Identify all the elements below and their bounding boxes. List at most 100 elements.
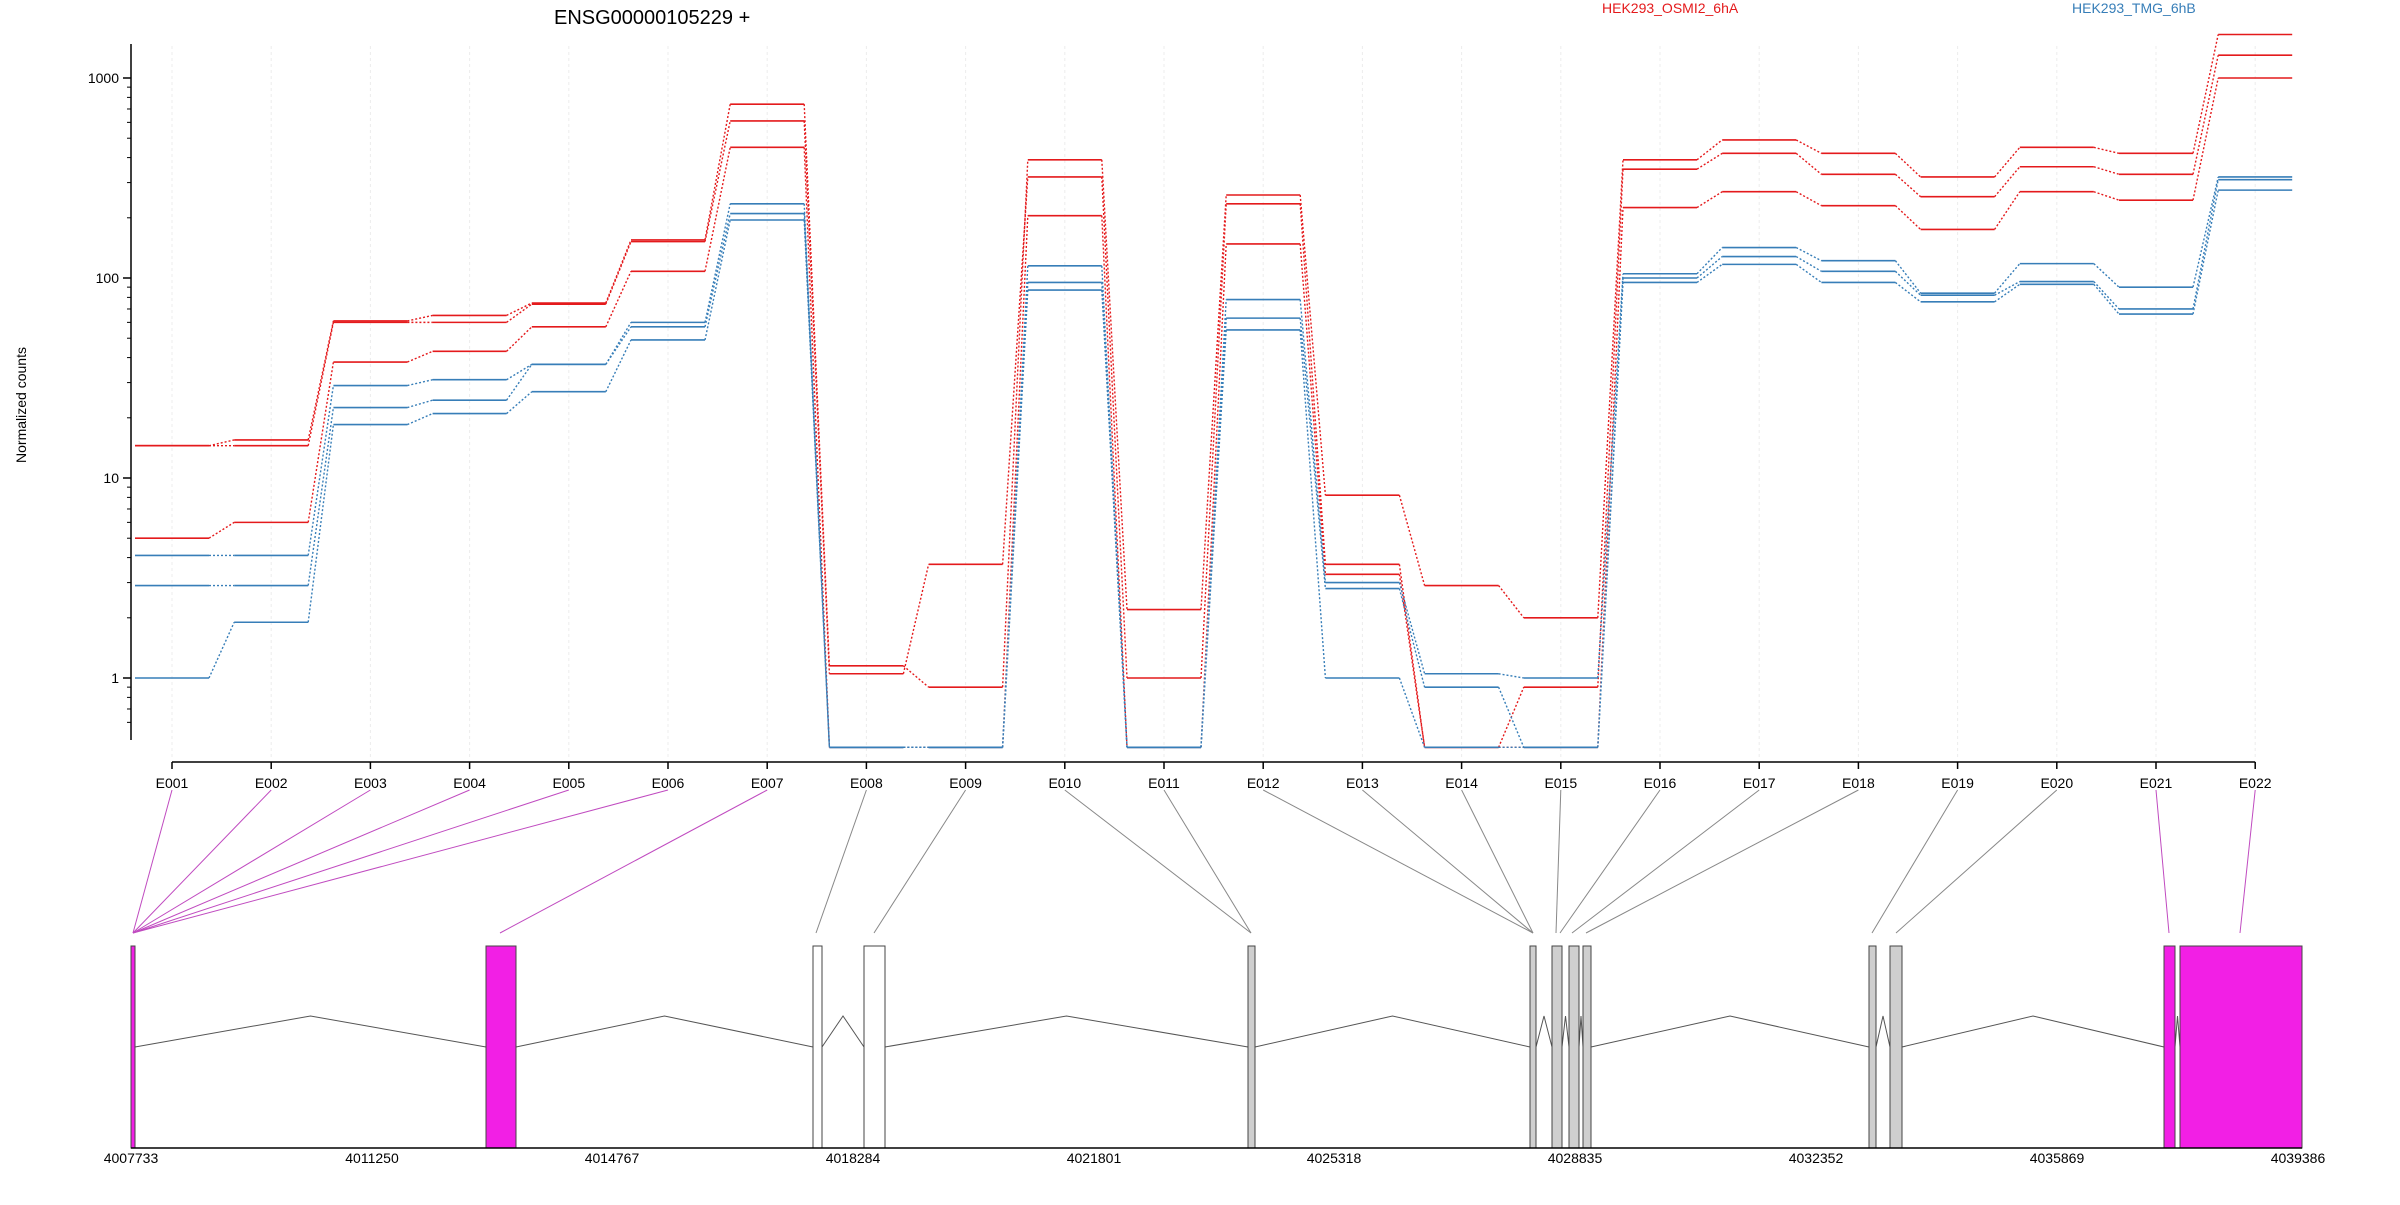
exon-connector	[1585, 789, 1859, 934]
exon-connector	[132, 789, 173, 934]
x-tick-label: E015	[1544, 775, 1577, 791]
series-connector	[1696, 139, 1723, 161]
coordinate-label: 4011250	[345, 1150, 399, 1166]
x-tick-label: E018	[1842, 775, 1875, 791]
series-connector	[1200, 203, 1227, 679]
series-connector	[1894, 281, 1922, 303]
intron-line	[2174, 1015, 2181, 1048]
series-connector	[506, 326, 533, 352]
exon-connector	[132, 789, 371, 934]
series-connector	[1398, 677, 1426, 748]
series-connector	[1795, 246, 1822, 262]
exon-box	[1529, 945, 1537, 1149]
series-connector	[1894, 260, 1922, 294]
series-connector	[1001, 290, 1029, 748]
exon-box	[485, 945, 517, 1149]
x-tick-label: E005	[552, 775, 585, 791]
x-tick-label: E014	[1445, 775, 1478, 791]
intron-line	[1578, 1015, 1584, 1048]
exon-box	[2163, 945, 2176, 1149]
series-connector	[2192, 34, 2219, 154]
series-connector	[1101, 176, 1128, 679]
intron-line	[515, 1015, 814, 1048]
exon-box	[130, 945, 136, 1149]
series-connector	[506, 302, 533, 317]
series-connector	[208, 521, 235, 539]
series-connector	[407, 350, 433, 363]
series-connector	[1994, 280, 2021, 296]
exon-connector	[132, 789, 569, 934]
y-tick-label: 100	[96, 270, 120, 286]
gene-model	[130, 945, 2303, 1149]
exon-connector	[1895, 789, 2058, 934]
series-lines	[135, 33, 2293, 749]
series-connector	[704, 219, 731, 341]
exon-connector	[1163, 789, 1252, 934]
series-connector	[2192, 189, 2219, 315]
genomic-coordinates: 4007733 4011250 4014767 4021801 4025318 40288…	[104, 1150, 2326, 1166]
series-connector	[2192, 176, 2219, 288]
series-connector	[407, 412, 433, 426]
series-connector	[1299, 318, 1327, 589]
series-connector	[506, 303, 533, 323]
series-connector	[605, 239, 632, 304]
coordinate-label: 4018284	[826, 1150, 881, 1166]
series-connector	[1200, 194, 1227, 610]
exon-connector	[1362, 789, 1534, 934]
x-tick-label: E013	[1346, 775, 1379, 791]
x-tick-label: E019	[1941, 775, 1974, 791]
series-connector	[1398, 574, 1426, 748]
series-connector	[1299, 299, 1327, 583]
x-tick-label: E022	[2239, 775, 2272, 791]
series-connector	[407, 314, 433, 322]
series-connector	[803, 120, 831, 674]
intron-line	[1254, 1015, 1531, 1048]
x-tick-label: E002	[255, 775, 288, 791]
series-connector	[1398, 564, 1426, 748]
coordinate-label: 4025318	[1307, 1150, 1362, 1166]
legend-label-tmg: HEK293_TMG_6hB	[2072, 0, 2196, 16]
series-connector	[1101, 159, 1128, 610]
series-connector	[1200, 243, 1227, 748]
exon-connector	[1461, 789, 1534, 934]
x-tick-label: E020	[2040, 775, 2073, 791]
series-connector	[1001, 215, 1029, 748]
series-connector	[1597, 169, 1624, 688]
series-connector	[605, 339, 632, 393]
intron-line	[884, 1015, 1249, 1048]
exon-connector	[132, 789, 272, 934]
series-connector	[1398, 495, 1426, 586]
exon-box	[1247, 945, 1256, 1149]
series-connector	[1894, 173, 1922, 198]
intron-line	[821, 1015, 865, 1048]
y-tick-label: 1	[111, 670, 119, 686]
x-tick-label: E008	[850, 775, 883, 791]
exon-connector	[815, 789, 867, 934]
x-tick-label: E007	[751, 775, 784, 791]
series-connector	[1101, 215, 1128, 748]
series-connector	[1795, 139, 1822, 154]
x-tick-label: E012	[1247, 775, 1280, 791]
series-connector	[605, 326, 632, 365]
series-connector	[2093, 191, 2120, 201]
coordinate-label: 4021801	[1067, 1150, 1122, 1166]
series-connector	[307, 361, 335, 523]
exon-box	[863, 945, 886, 1149]
coordinate-label: 4014767	[585, 1150, 640, 1166]
exon-labels: E001 E002 E003 E004 E005 E006 E007 E008 E009 E010…	[156, 775, 2272, 791]
y-tick-label: 10	[103, 470, 119, 486]
series-connector	[1597, 282, 1624, 748]
series-connector	[2192, 179, 2219, 310]
series-connector	[1498, 673, 1524, 679]
series-connector	[1696, 191, 1723, 209]
exon-connector	[1555, 789, 1562, 934]
intron-line	[1535, 1015, 1553, 1048]
exon-box	[1582, 945, 1592, 1149]
exon-box	[1568, 945, 1580, 1149]
series-connector	[1200, 329, 1227, 748]
series-connector	[307, 322, 335, 446]
series-connector	[1498, 585, 1525, 619]
series-connector	[704, 147, 731, 272]
series-connector	[1001, 176, 1029, 565]
series-connector	[605, 241, 632, 305]
